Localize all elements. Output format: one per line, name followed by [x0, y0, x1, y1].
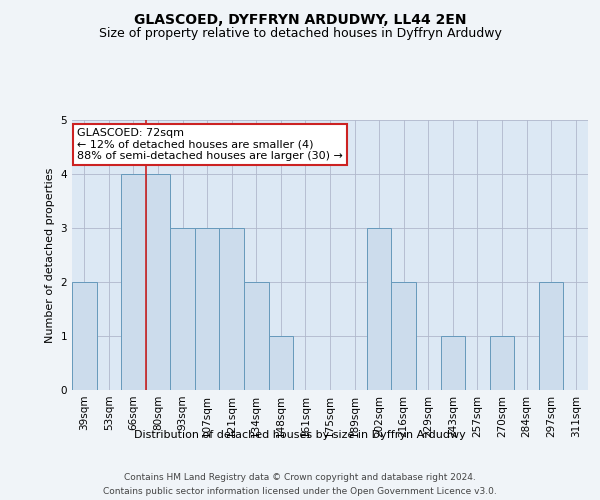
- Bar: [146, 174, 170, 390]
- Bar: [170, 228, 195, 390]
- Bar: [440, 336, 465, 390]
- Bar: [121, 174, 146, 390]
- Bar: [72, 282, 97, 390]
- Bar: [539, 282, 563, 390]
- Bar: [367, 228, 391, 390]
- Text: Contains public sector information licensed under the Open Government Licence v3: Contains public sector information licen…: [103, 486, 497, 496]
- Y-axis label: Number of detached properties: Number of detached properties: [45, 168, 55, 342]
- Text: Contains HM Land Registry data © Crown copyright and database right 2024.: Contains HM Land Registry data © Crown c…: [124, 473, 476, 482]
- Text: Distribution of detached houses by size in Dyffryn Ardudwy: Distribution of detached houses by size …: [134, 430, 466, 440]
- Text: Size of property relative to detached houses in Dyffryn Ardudwy: Size of property relative to detached ho…: [98, 28, 502, 40]
- Bar: [490, 336, 514, 390]
- Bar: [391, 282, 416, 390]
- Text: GLASCOED: 72sqm
← 12% of detached houses are smaller (4)
88% of semi-detached ho: GLASCOED: 72sqm ← 12% of detached houses…: [77, 128, 343, 162]
- Bar: [244, 282, 269, 390]
- Bar: [195, 228, 220, 390]
- Bar: [269, 336, 293, 390]
- Text: GLASCOED, DYFFRYN ARDUDWY, LL44 2EN: GLASCOED, DYFFRYN ARDUDWY, LL44 2EN: [134, 12, 466, 26]
- Bar: [220, 228, 244, 390]
